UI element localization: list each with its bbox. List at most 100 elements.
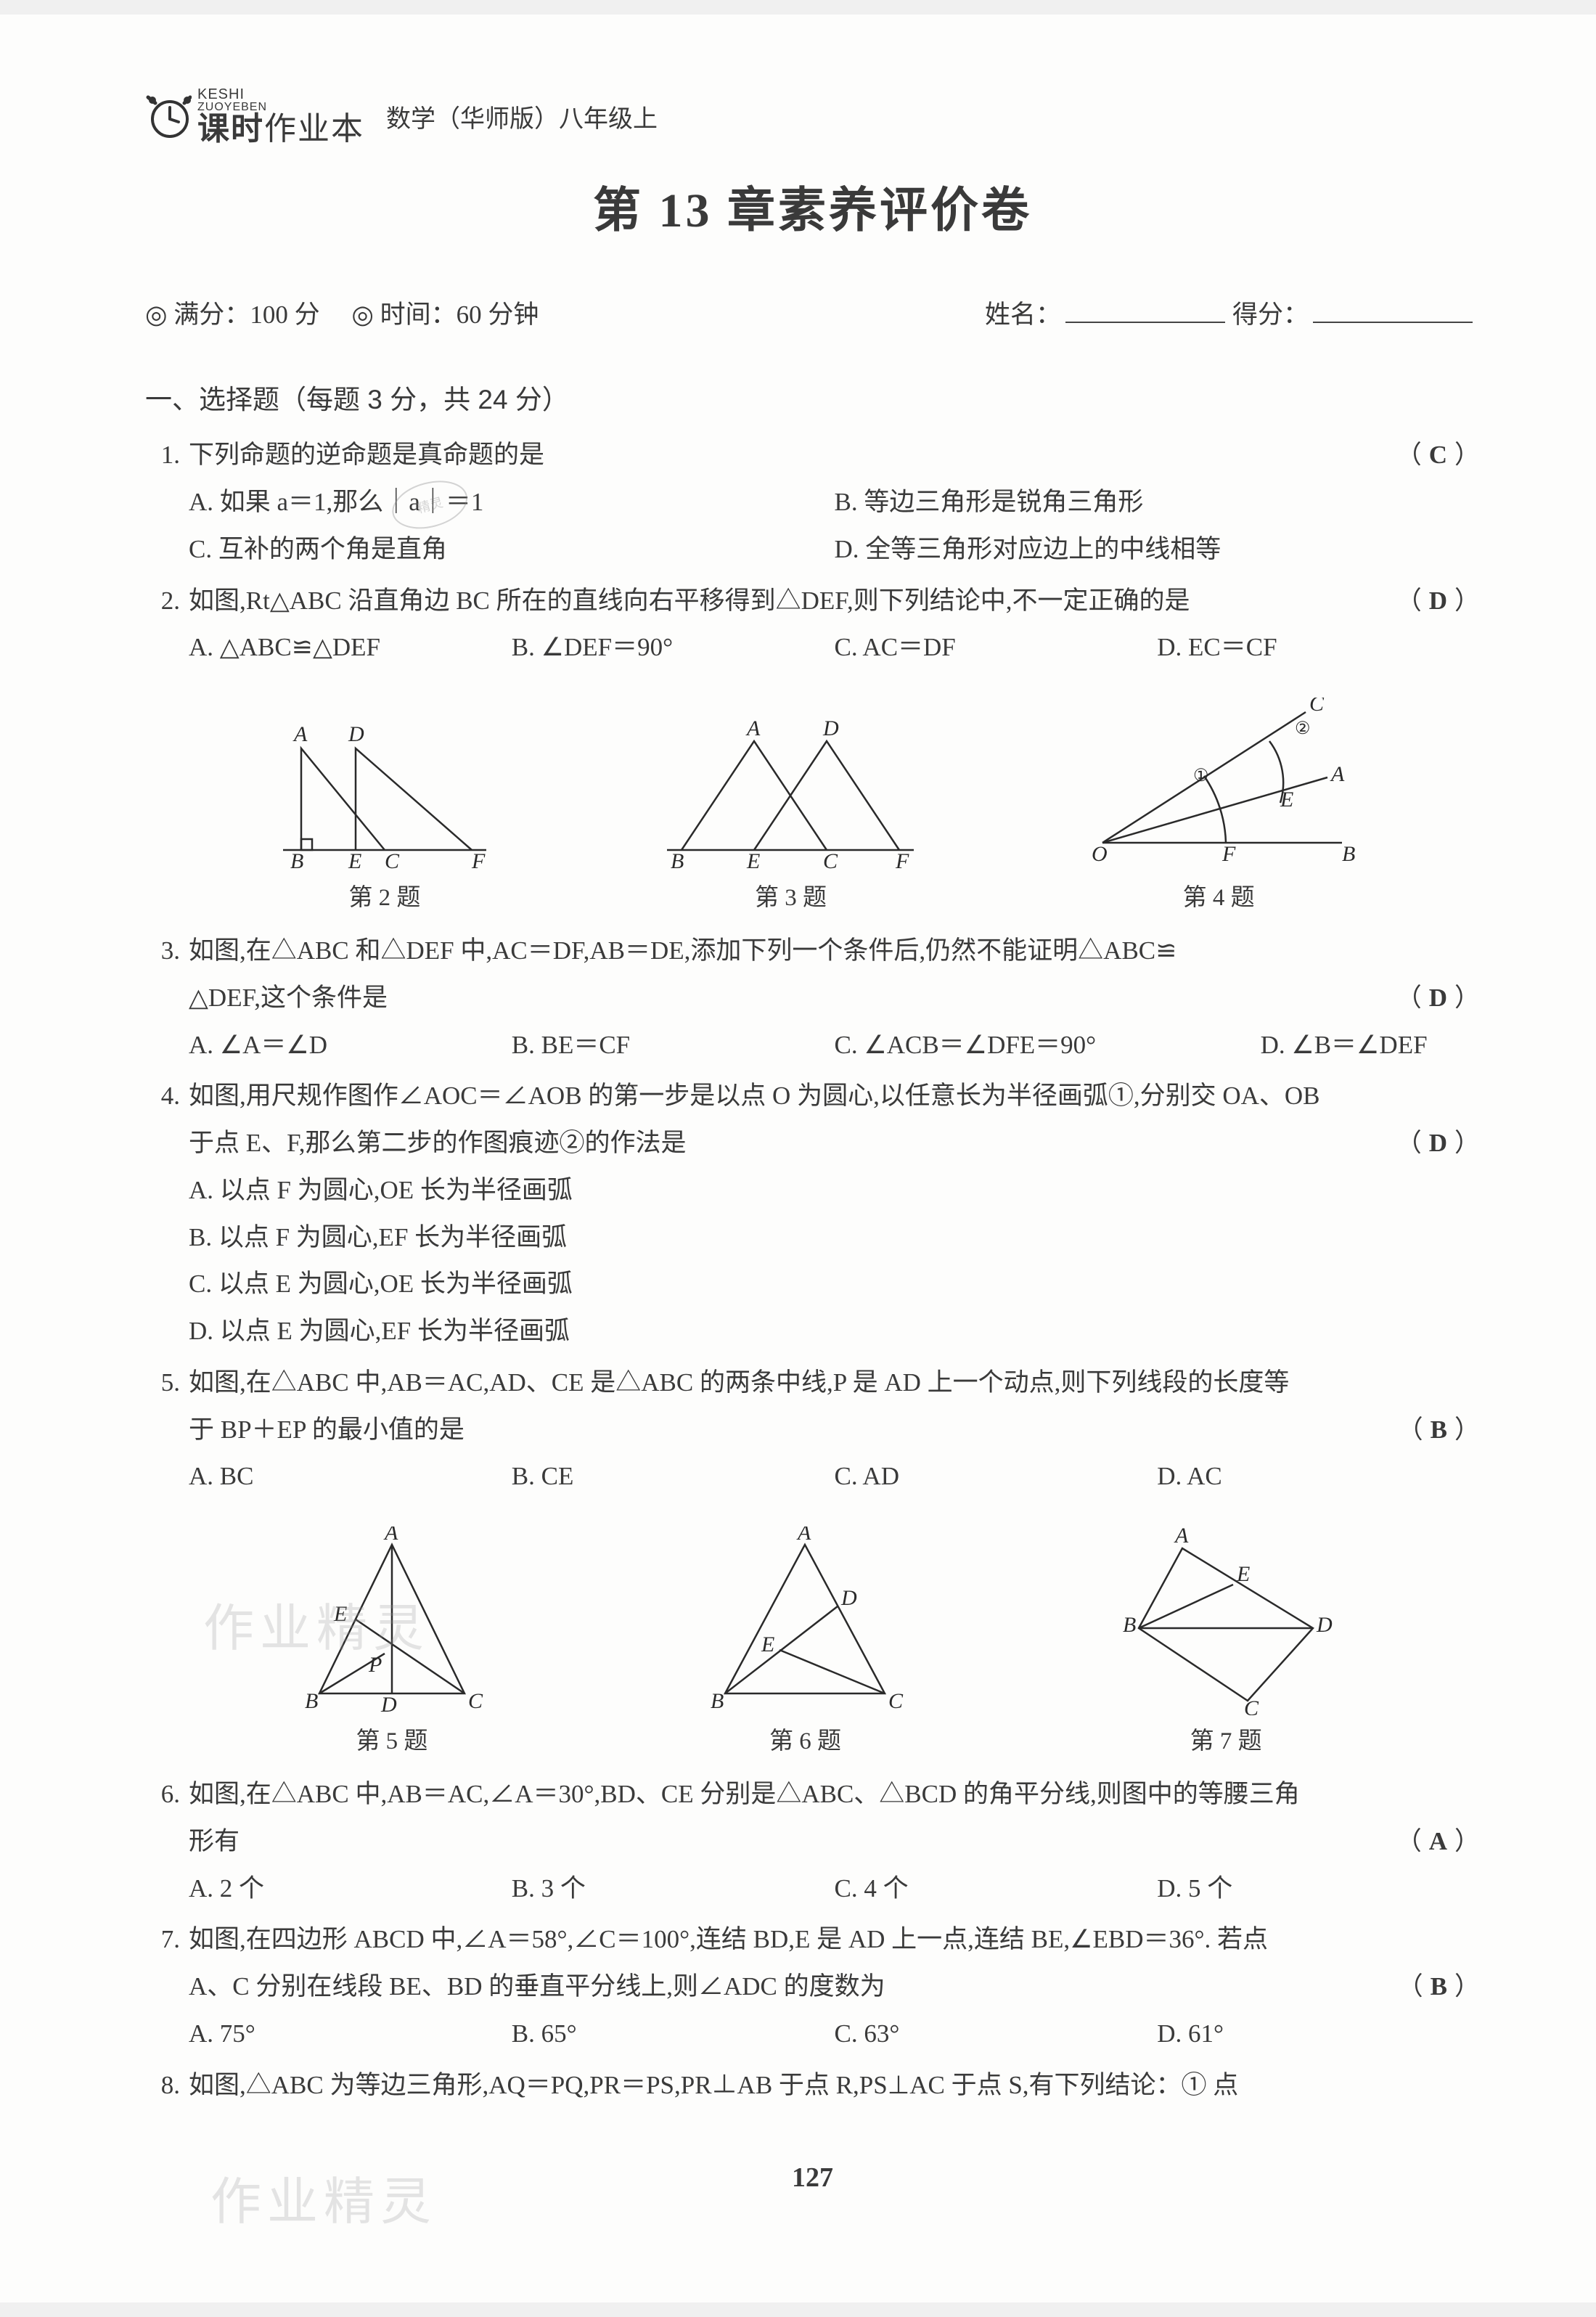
- svg-text:F: F: [1221, 842, 1236, 866]
- name-field: 姓名：: [985, 292, 1232, 339]
- q7-optA: A. 75°: [189, 2011, 512, 2058]
- q3-optB: B. BE＝CF: [512, 1022, 835, 1069]
- svg-text:E: E: [746, 849, 760, 872]
- q1-answer-slot: （C）: [1382, 432, 1480, 479]
- q7-text-b: A、C 分别在线段 BE、BD 的垂直平分线上,则∠ADC 的度数为: [189, 1963, 1383, 2011]
- q5-optD: D. AC: [1157, 1453, 1480, 1500]
- q3-num: 3.: [145, 928, 189, 975]
- q4-optB: B. 以点 F 为圆心,EF 长为半径画弧: [189, 1214, 1480, 1262]
- svg-text:B: B: [290, 849, 303, 872]
- clock-icon: [145, 93, 192, 139]
- question-3: 3. 如图,在△ABC 和△DEF 中,AC＝DF,AB＝DE,添加下列一个条件…: [145, 928, 1480, 1068]
- exam-title: 第 13 章素养评价卷: [145, 167, 1480, 256]
- svg-text:C: C: [823, 849, 838, 872]
- question-4: 4. 如图,用尺规作图作∠AOC＝∠AOB 的第一步是以点 O 为圆心,以任意长…: [145, 1073, 1480, 1355]
- q3-text-b: △DEF,这个条件是: [189, 975, 1382, 1022]
- exam-page: KESHI ZUOYEBEN 课时作业本 数学（华师版）八年级上 第 13 章素…: [0, 15, 1596, 2302]
- q7-answer-slot: （B）: [1383, 1963, 1480, 2011]
- q3-answer: D: [1422, 984, 1454, 1012]
- svg-text:O: O: [1092, 842, 1108, 866]
- q2-optA: A. △ABC≌△DEF: [189, 624, 512, 671]
- q5-num: 5.: [145, 1360, 189, 1407]
- svg-text:B: B: [1342, 842, 1355, 866]
- q1-answer: C: [1422, 441, 1454, 469]
- time-value: 60 分钟: [457, 301, 539, 329]
- q7-optB: B. 65°: [512, 2011, 835, 2058]
- figures-row-1: AD BE CF 第 2 题 AD BE CF 第 3 题: [145, 676, 1480, 928]
- q2-optB: B. ∠DEF＝90°: [512, 624, 835, 671]
- svg-text:F: F: [895, 849, 909, 872]
- q4-answer-slot: （D）: [1382, 1120, 1480, 1167]
- svg-text:A: A: [383, 1527, 398, 1545]
- figure-q7-caption: 第 7 题: [1117, 1715, 1335, 1764]
- figure-q6: A BC D E 第 6 题: [696, 1527, 914, 1764]
- figure-q2-caption: 第 2 题: [269, 872, 501, 920]
- name-label: 姓名：: [985, 301, 1061, 329]
- svg-text:D: D: [348, 722, 364, 746]
- svg-text:E: E: [1280, 788, 1293, 812]
- name-blank[interactable]: [1065, 298, 1225, 323]
- q5-text-a: 如图,在△ABC 中,AB＝AC,AD、CE 是△ABC 的两条中线,P 是 A…: [189, 1360, 1480, 1407]
- q2-answer: D: [1422, 587, 1454, 615]
- q2-options: A. △ABC≌△DEF B. ∠DEF＝90° C. AC＝DF D. EC＝…: [145, 624, 1480, 671]
- figure-q4-caption: 第 4 题: [1081, 872, 1356, 920]
- q5-optA: A. BC: [189, 1453, 512, 1500]
- q4-text-b: 于点 E、F,那么第二步的作图痕迹②的作法是: [189, 1120, 1382, 1167]
- subject-info: 数学（华师版）八年级上: [386, 97, 658, 145]
- svg-text:B: B: [711, 1689, 724, 1713]
- score-blank[interactable]: [1313, 298, 1473, 323]
- logo-main: 课时作业本: [197, 113, 364, 145]
- q1-num: 1.: [145, 432, 189, 479]
- question-5: 5. 如图,在△ABC 中,AB＝AC,AD、CE 是△ABC 的两条中线,P …: [145, 1360, 1480, 1500]
- svg-text:E: E: [348, 849, 361, 872]
- svg-text:C: C: [385, 849, 400, 872]
- svg-text:C: C: [468, 1689, 483, 1713]
- q1-optC: C. 互补的两个角是直角: [189, 526, 835, 573]
- svg-text:A: A: [1330, 762, 1345, 786]
- q6-optD: D. 5 个: [1157, 1866, 1480, 1913]
- q4-optA: A. 以点 F 为圆心,OE 长为半径画弧: [189, 1167, 1480, 1214]
- page-header: KESHI ZUOYEBEN 课时作业本 数学（华师版）八年级上: [145, 87, 1480, 145]
- svg-text:E: E: [333, 1602, 347, 1626]
- svg-text:②: ②: [1295, 719, 1311, 738]
- figure-q3-caption: 第 3 题: [660, 872, 921, 920]
- svg-text:P: P: [368, 1653, 382, 1677]
- q1-options: A. 如果 a＝1,那么｜a｜＝1 B. 等边三角形是锐角三角形 C. 互补的两…: [145, 479, 1480, 573]
- q5-optB: B. CE: [512, 1453, 835, 1500]
- q7-num: 7.: [145, 1916, 189, 1963]
- q4-text-a: 如图,用尺规作图作∠AOC＝∠AOB 的第一步是以点 O 为圆心,以任意长为半径…: [189, 1073, 1480, 1120]
- q2-optD: D. EC＝CF: [1157, 624, 1480, 671]
- full-marks-label: 满分：: [173, 301, 250, 329]
- q4-num: 4.: [145, 1073, 189, 1120]
- q7-answer: B: [1423, 1972, 1454, 2001]
- exam-info-row: ◎ 满分：100 分 ◎ 时间：60 分钟 姓名： 得分：: [145, 292, 1480, 339]
- svg-text:①: ①: [1193, 767, 1209, 785]
- q3-optD: D. ∠B＝∠DEF: [1261, 1022, 1480, 1069]
- q6-text-a: 如图,在△ABC 中,AB＝AC,∠A＝30°,BD、CE 分别是△ABC、△B…: [189, 1771, 1480, 1818]
- svg-text:E: E: [1236, 1562, 1250, 1586]
- q6-options: A. 2 个 B. 3 个 C. 4 个 D. 5 个: [145, 1866, 1480, 1913]
- q4-optC: C. 以点 E 为圆心,OE 长为半径画弧: [189, 1261, 1480, 1308]
- svg-text:B: B: [305, 1689, 318, 1713]
- question-7: 7. 如图,在四边形 ABCD 中,∠A＝58°,∠C＝100°,连结 BD,E…: [145, 1916, 1480, 2057]
- q6-answer-slot: （A）: [1382, 1818, 1480, 1866]
- q6-text-b: 形有: [189, 1818, 1382, 1866]
- q5-answer-slot: （B）: [1383, 1407, 1480, 1454]
- q5-answer: B: [1423, 1415, 1454, 1444]
- q8-num: 8.: [145, 2062, 189, 2109]
- svg-text:精灵: 精灵: [415, 495, 444, 516]
- q3-optA: A. ∠A＝∠D: [189, 1022, 512, 1069]
- svg-text:D: D: [1316, 1613, 1333, 1637]
- figure-q5: A BC D E P 第 5 题: [290, 1527, 494, 1764]
- q5-optC: C. AD: [835, 1453, 1158, 1500]
- q4-answer: D: [1422, 1129, 1454, 1157]
- q1-optB: B. 等边三角形是锐角三角形: [835, 479, 1481, 526]
- logo-bold: 课时: [197, 111, 264, 147]
- score-label: 得分：: [1232, 301, 1309, 329]
- figure-q6-caption: 第 6 题: [696, 1715, 914, 1764]
- q6-num: 6.: [145, 1771, 189, 1818]
- q4-options: A. 以点 F 为圆心,OE 长为半径画弧 B. 以点 F 为圆心,EF 长为半…: [145, 1167, 1480, 1355]
- svg-text:D: D: [822, 719, 839, 740]
- figures-row-2: A BC D E P 第 5 题 A BC D: [145, 1505, 1480, 1771]
- q6-answer: A: [1422, 1827, 1454, 1855]
